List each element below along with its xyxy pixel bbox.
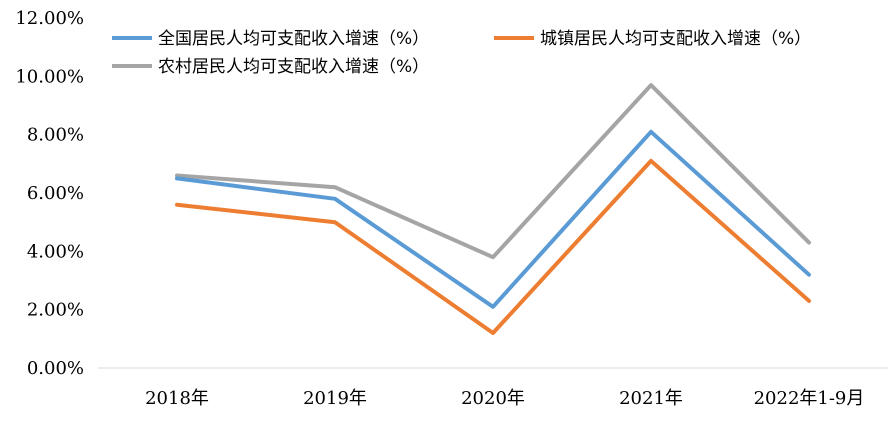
y-tick-label: 0.00% [27,358,84,379]
legend-item: 城镇居民人均可支配收入增速（%） [494,29,811,49]
y-axis: 0.00% 2.00% 4.00% 6.00% 8.00% 10.00% 12.00% [15,8,84,379]
y-tick-label: 12.00% [15,8,84,29]
legend-label: 城镇居民人均可支配收入增速（%） [540,29,811,49]
x-tick-label: 2020年 [461,388,525,409]
x-tick-label: 2022年1-9月 [754,388,865,409]
x-tick-label: 2021年 [619,388,683,409]
legend-label: 全国居民人均可支配收入增速（%） [158,29,429,49]
legend-item: 农村居民人均可支配收入增速（%） [112,57,429,77]
y-tick-label: 6.00% [27,183,84,204]
x-tick-label: 2018年 [145,388,209,409]
y-tick-label: 10.00% [15,66,84,87]
y-tick-label: 4.00% [27,241,84,262]
series-line [175,83,811,260]
y-tick-label: 8.00% [27,125,84,146]
legend-label: 农村居民人均可支配收入增速（%） [158,57,429,77]
legend: 全国居民人均可支配收入增速（%） 城镇居民人均可支配收入增速（%） 农村居民人均可支… [112,29,811,77]
legend-item: 全国居民人均可支配收入增速（%） [112,29,429,49]
x-axis: 2018年 2019年 2020年 2021年 2022年1-9月 [145,388,864,409]
y-tick-label: 2.00% [27,300,84,321]
x-tick-label: 2019年 [303,388,367,409]
plot-area [175,83,811,335]
series-line [175,158,811,335]
series-line [175,129,811,309]
